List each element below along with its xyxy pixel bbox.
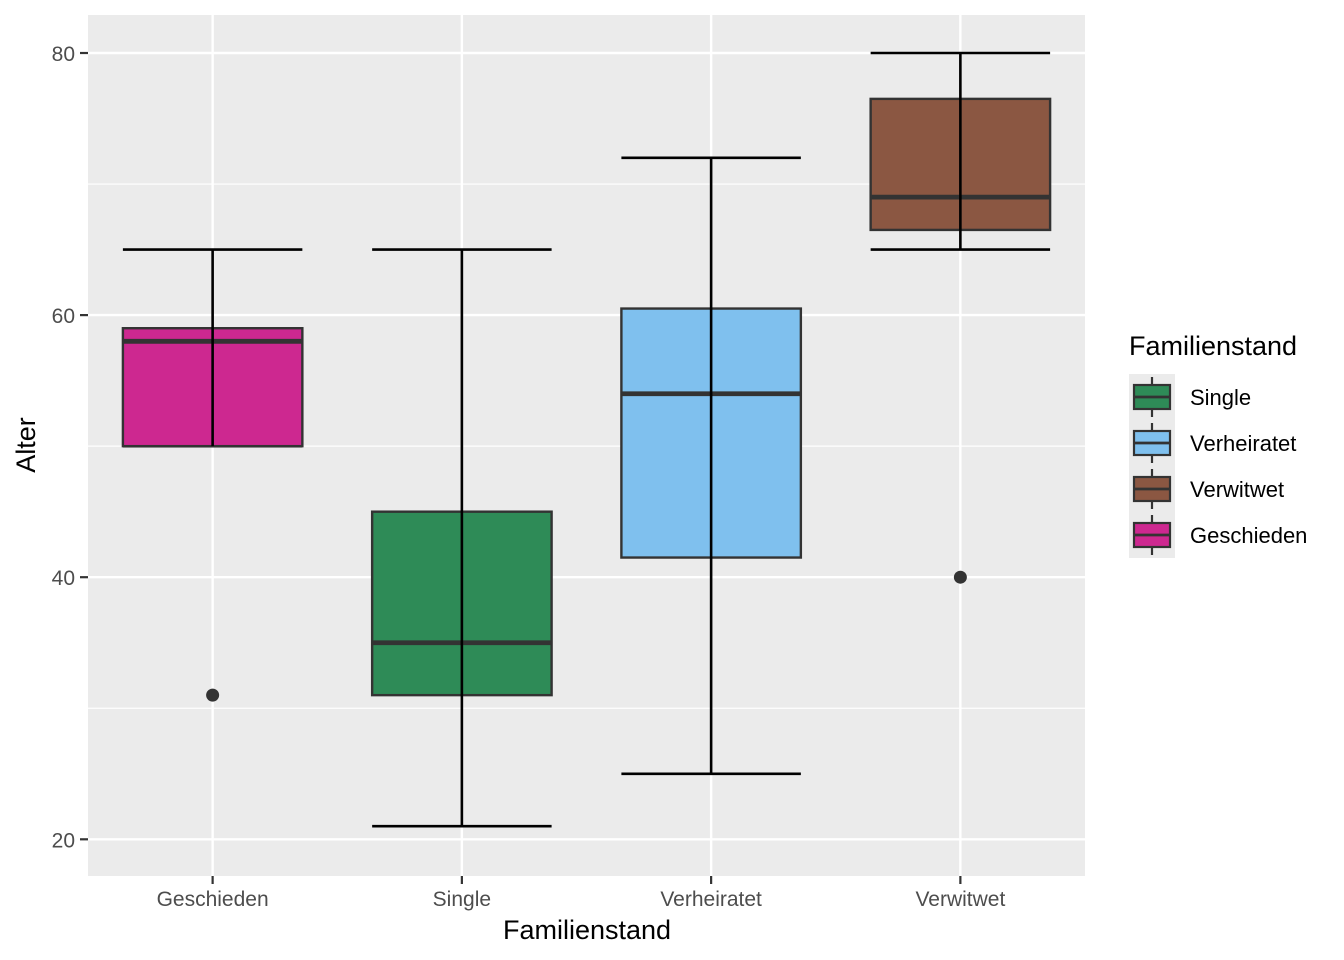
x-tick-label: Verheiratet — [660, 888, 762, 911]
legend: Familienstand Single Verheiratet Verwitwet… — [1129, 331, 1307, 558]
legend-item-geschieden: Geschieden — [1129, 512, 1307, 558]
outlier-point — [206, 688, 220, 702]
legend-label: Verheiratet — [1190, 431, 1296, 456]
legend-item-single: Single — [1129, 374, 1251, 420]
box-geschieden — [121, 248, 304, 702]
x-tick-label: Geschieden — [157, 888, 269, 911]
y-axis: 20 40 60 80 — [52, 43, 88, 852]
x-tick-label: Verwitwet — [915, 888, 1005, 911]
legend-label: Geschieden — [1190, 523, 1307, 548]
y-tick-label: 20 — [52, 829, 75, 852]
y-tick-label: 40 — [52, 567, 75, 590]
box-series — [121, 51, 1052, 828]
legend-label: Verwitwet — [1190, 477, 1284, 502]
x-tick-label: Single — [433, 888, 491, 911]
box-single — [370, 248, 553, 828]
box-verwitwet — [869, 51, 1052, 584]
x-axis: Geschieden Single Verheiratet Verwitwet — [157, 876, 1005, 911]
outlier-point — [953, 570, 967, 584]
x-axis-title: Familienstand — [503, 915, 671, 945]
y-axis-title: Alter — [11, 417, 41, 473]
box-verheiratet — [620, 156, 803, 776]
legend-title: Familienstand — [1129, 331, 1297, 361]
y-tick-label: 60 — [52, 305, 75, 328]
y-tick-label: 80 — [52, 43, 75, 66]
legend-label: Single — [1190, 385, 1251, 410]
legend-item-verheiratet: Verheiratet — [1129, 420, 1296, 466]
legend-item-verwitwet: Verwitwet — [1129, 466, 1284, 512]
